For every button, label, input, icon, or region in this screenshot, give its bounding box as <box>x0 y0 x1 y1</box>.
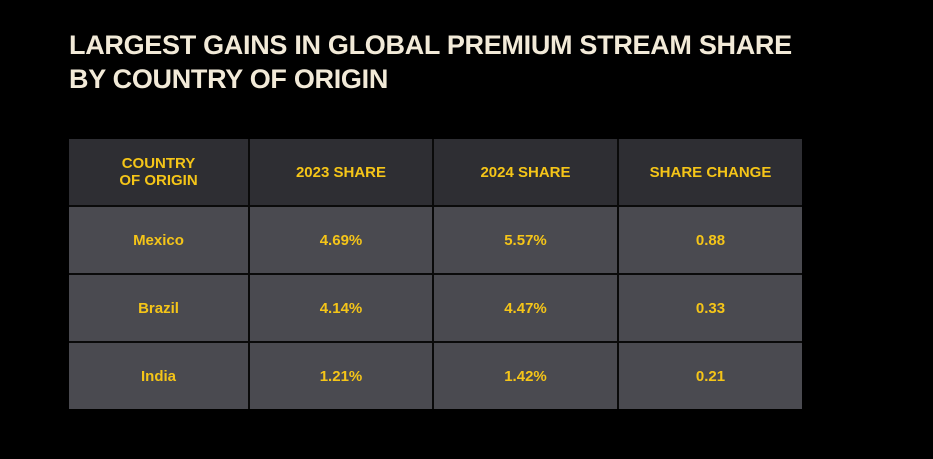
cell-country: India <box>69 341 250 409</box>
cell-share-change: 0.33 <box>617 273 802 343</box>
header-share-change: SHARE CHANGE <box>617 139 802 207</box>
share-table-container: COUNTRY OF ORIGIN 2023 SHARE 2024 SHARE … <box>69 139 802 409</box>
cell-2024-share: 1.42% <box>432 341 619 409</box>
cell-2023-share: 1.21% <box>248 341 434 409</box>
cell-country: Brazil <box>69 273 250 343</box>
cell-2024-share: 5.57% <box>432 205 619 275</box>
chart-title: LARGEST GAINS IN GLOBAL PREMIUM STREAM S… <box>69 30 792 94</box>
cell-2024-share: 4.47% <box>432 273 619 343</box>
header-country-of-origin: COUNTRY OF ORIGIN <box>69 139 250 207</box>
table-row: Brazil 4.14% 4.47% 0.33 <box>69 273 802 343</box>
header-2023-share: 2023 SHARE <box>248 139 434 207</box>
cell-2023-share: 4.69% <box>248 205 434 275</box>
table-row: Mexico 4.69% 5.57% 0.88 <box>69 205 802 275</box>
header-2024-share: 2024 SHARE <box>432 139 619 207</box>
share-table: COUNTRY OF ORIGIN 2023 SHARE 2024 SHARE … <box>69 139 802 409</box>
cell-share-change: 0.88 <box>617 205 802 275</box>
table-row: India 1.21% 1.42% 0.21 <box>69 341 802 409</box>
table-header-row: COUNTRY OF ORIGIN 2023 SHARE 2024 SHARE … <box>69 139 802 207</box>
cell-2023-share: 4.14% <box>248 273 434 343</box>
cell-share-change: 0.21 <box>617 341 802 409</box>
cell-country: Mexico <box>69 205 250 275</box>
